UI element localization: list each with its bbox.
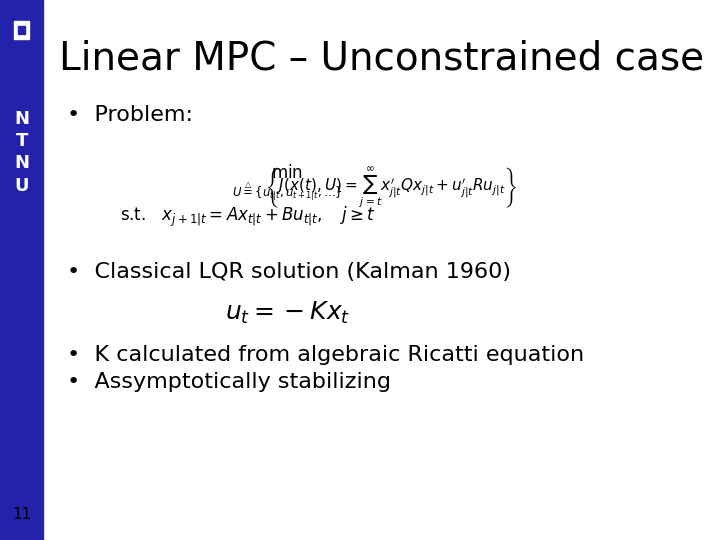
Text: $\text{s.t.} \quad x_{j+1|t} = A x_{t|t} + B u_{t|t}, \quad j \geq t$: $\text{s.t.} \quad x_{j+1|t} = A x_{t|t}… <box>120 205 376 229</box>
Text: •  K calculated from algebraic Ricatti equation: • K calculated from algebraic Ricatti eq… <box>67 345 584 365</box>
Bar <box>14 21 29 39</box>
Text: Linear MPC – Unconstrained case: Linear MPC – Unconstrained case <box>59 40 704 78</box>
Text: $\left\{ J(x(t), U) = \sum_{j=t}^{\infty} x^{\prime}_{j|t} Q x_{j|t} + u^{\prime: $\left\{ J(x(t), U) = \sum_{j=t}^{\infty… <box>266 165 518 210</box>
Text: $u_t = -K x_t$: $u_t = -K x_t$ <box>225 300 351 326</box>
Bar <box>19 26 24 34</box>
Bar <box>0 0 43 540</box>
Text: 11: 11 <box>12 507 31 522</box>
Text: •  Problem:: • Problem: <box>67 105 193 125</box>
Text: •  Assymptotically stabilizing: • Assymptotically stabilizing <box>67 372 391 392</box>
Text: $\underset{U \overset{\triangle}{=} \{u_{t|t}, u_{t+1|t}, \ldots\}}{\min}$: $\underset{U \overset{\triangle}{=} \{u_… <box>233 162 343 202</box>
Text: N
T
N
U: N T N U <box>14 110 29 194</box>
Text: •  Classical LQR solution (Kalman 1960): • Classical LQR solution (Kalman 1960) <box>67 262 511 282</box>
